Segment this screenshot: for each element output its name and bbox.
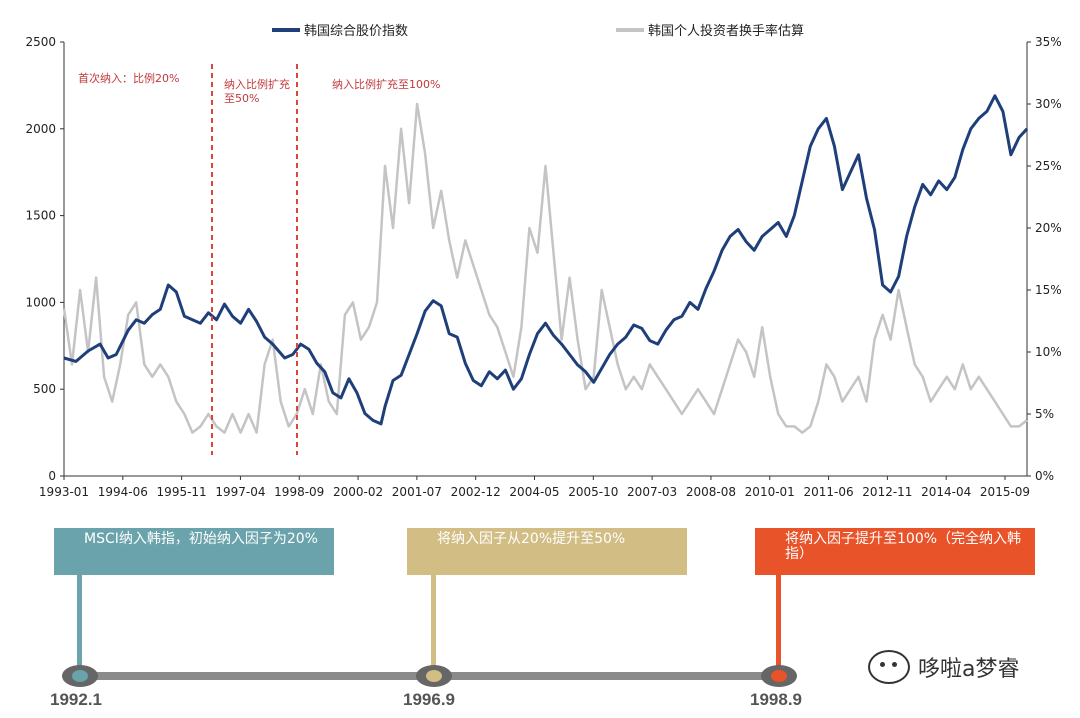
x-tick-label: 2005-10 bbox=[568, 485, 618, 499]
timeline-date-1: 1992.1 bbox=[50, 690, 102, 709]
annotation-2-line2: 至50% bbox=[224, 92, 259, 105]
left-tick-label: 2000 bbox=[25, 122, 56, 136]
x-tick-label: 2010-01 bbox=[745, 485, 795, 499]
x-tick-label: 1994-06 bbox=[98, 485, 148, 499]
x-tick-label: 1998-09 bbox=[274, 485, 324, 499]
timeline-stem-2 bbox=[431, 575, 436, 667]
x-tick-label: 2001-07 bbox=[392, 485, 442, 499]
left-tick-label: 0 bbox=[48, 469, 56, 483]
right-tick-label: 10% bbox=[1035, 345, 1062, 359]
x-tick-label: 2015-09 bbox=[980, 485, 1030, 499]
right-tick-label: 20% bbox=[1035, 221, 1062, 235]
left-tick-label: 1500 bbox=[25, 209, 56, 223]
right-tick-label: 30% bbox=[1035, 97, 1062, 111]
timeline-stem-1 bbox=[77, 575, 82, 667]
right-tick-label: 35% bbox=[1035, 35, 1062, 49]
timeline-box-3: 将纳入因子提升至100%（完全纳入韩指） bbox=[755, 528, 1035, 575]
x-tick-label: 1997-04 bbox=[215, 485, 265, 499]
timeline-box-2: 将纳入因子从20%提升至50% bbox=[407, 528, 687, 575]
annotation-2-line1: 纳入比例扩充 bbox=[224, 77, 290, 91]
annotation-1: 首次纳入：比例20% bbox=[78, 71, 179, 85]
x-tick-label: 1995-11 bbox=[157, 485, 207, 499]
x-tick-label: 2000-02 bbox=[333, 485, 383, 499]
x-tick-label: 2012-11 bbox=[862, 485, 912, 499]
right-tick-label: 15% bbox=[1035, 283, 1062, 297]
chart-svg: 0 500 1000 1500 2000 2500 0% 5% 10% 15% 20% 25% 30% 3… bbox=[25, 23, 1062, 499]
timeline-dot-2 bbox=[416, 665, 452, 687]
left-tick-label: 2500 bbox=[25, 35, 56, 49]
series-turnover-line bbox=[62, 102, 1028, 434]
x-tick-label: 2014-04 bbox=[921, 485, 971, 499]
x-tick-label: 2011-06 bbox=[803, 485, 853, 499]
timeline-box-1: MSCI纳入韩指，初始纳入因子为20% bbox=[54, 528, 334, 575]
timeline-dot-3 bbox=[761, 665, 797, 687]
legend-label-kospi: 韩国综合股价指数 bbox=[304, 24, 408, 39]
wechat-icon bbox=[868, 650, 910, 684]
watermark-text: 哆啦a梦睿 bbox=[918, 657, 1020, 682]
left-tick-label: 1000 bbox=[25, 295, 56, 309]
annotation-3: 纳入比例扩充至100% bbox=[332, 77, 440, 91]
timeline-stem-3 bbox=[776, 575, 781, 667]
right-tick-label: 0% bbox=[1035, 469, 1054, 483]
right-tick-label: 5% bbox=[1035, 407, 1054, 421]
timeline-date-2: 1996.9 bbox=[403, 690, 455, 709]
x-tick-label: 2004-05 bbox=[509, 485, 559, 499]
watermark: 哆啦a梦睿 bbox=[868, 650, 1019, 684]
x-tick-label: 1993-01 bbox=[39, 485, 89, 499]
series-kospi-line bbox=[63, 94, 1029, 426]
x-tick-label: 2008-08 bbox=[686, 485, 736, 499]
left-tick-label: 500 bbox=[33, 382, 56, 396]
timeline-dot-1 bbox=[62, 665, 98, 687]
x-tick-label: 2002-12 bbox=[451, 485, 501, 499]
legend-label-turnover: 韩国个人投资者换手率估算 bbox=[648, 23, 804, 39]
timeline-date-3: 1998.9 bbox=[750, 690, 802, 709]
x-tick-label: 2007-03 bbox=[627, 485, 677, 499]
right-tick-label: 25% bbox=[1035, 159, 1062, 173]
